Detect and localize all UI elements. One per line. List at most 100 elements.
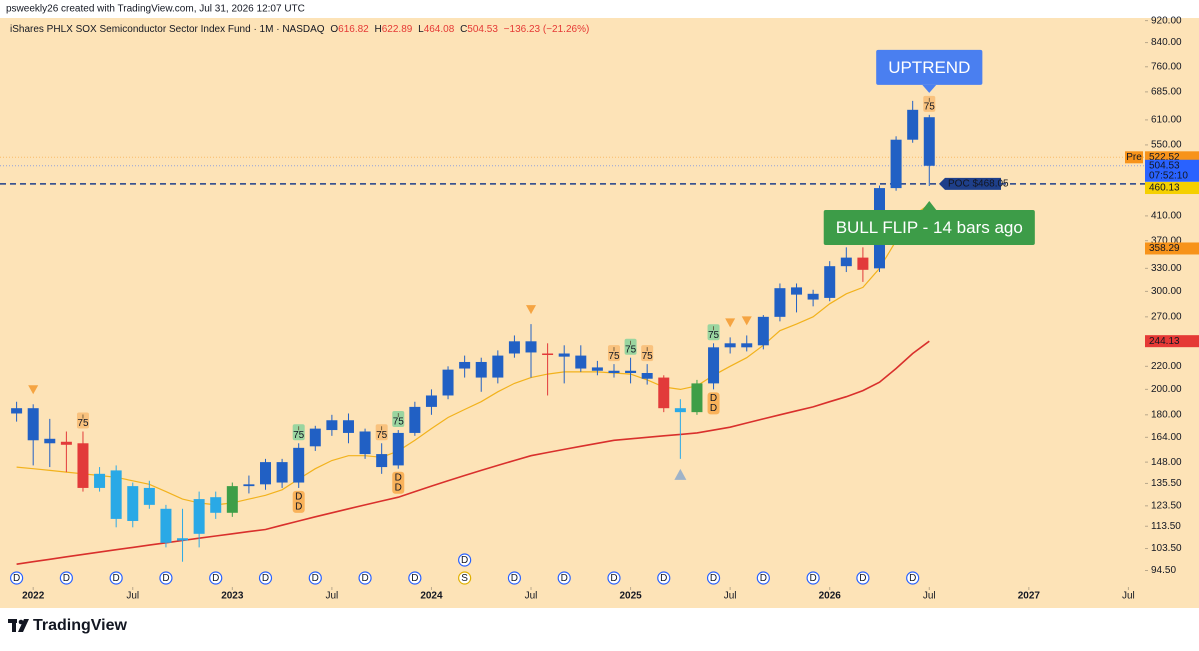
candle-body (757, 316, 769, 346)
price-tag-value: 358.29 (1149, 243, 1180, 254)
event-text: D (859, 573, 866, 584)
candle-body (890, 139, 902, 189)
signal-badge (392, 411, 405, 428)
x-tick-label: Jul (126, 591, 139, 602)
y-tick-label: 920.00 (1151, 15, 1182, 26)
signal-badge (923, 95, 936, 112)
signal-badge (392, 471, 405, 494)
logo-part (12, 619, 16, 632)
event-marker (607, 571, 621, 585)
x-tick-label: Jul (1122, 591, 1135, 602)
candle-body (293, 447, 305, 483)
event-marker (507, 571, 522, 585)
event-marker (258, 571, 273, 585)
candle-body (691, 383, 703, 413)
badge-text: D (295, 492, 302, 503)
event-marker (9, 571, 24, 585)
event-marker (906, 571, 920, 585)
candle-body (542, 353, 554, 355)
candle-body (11, 408, 23, 414)
candle-body (226, 486, 238, 513)
event-text: D (909, 573, 916, 584)
candle-body (857, 257, 869, 270)
badge-text: 75 (708, 330, 720, 341)
candle-body (791, 287, 803, 295)
badge-text: D (710, 393, 717, 404)
event-text: D (760, 573, 767, 584)
candle-body (475, 361, 487, 378)
price-tag (1145, 159, 1199, 182)
event-text: D (411, 573, 418, 584)
candle-body (508, 341, 520, 354)
candle-body (442, 369, 454, 396)
candle-body (575, 355, 587, 369)
event-marker (358, 571, 372, 585)
price-tag-value: 460.13 (1149, 183, 1180, 194)
x-tick-label: Jul (325, 591, 338, 602)
price-tag-value: 244.13 (1149, 336, 1180, 347)
badge-text: 75 (625, 344, 637, 355)
y-tick-label: 270.00 (1151, 311, 1182, 322)
candle-body (44, 438, 56, 444)
event-marker (458, 571, 472, 585)
event-marker (408, 571, 422, 585)
event-text: D (361, 573, 368, 584)
ohlc-label: C (460, 24, 467, 35)
event-marker (856, 571, 870, 585)
candle-body (741, 343, 753, 348)
signal-triangle (725, 318, 736, 328)
annotation: BULL FLIP - 14 bars ago (823, 200, 1035, 245)
candle-body (94, 473, 106, 488)
signal-badge (707, 392, 720, 415)
candle-body (359, 431, 371, 455)
candle-body (260, 462, 272, 485)
event-text: S (461, 573, 468, 584)
event-text: D (511, 573, 518, 584)
price-tag-value: 504.53 (1149, 160, 1180, 171)
event-text: D (212, 573, 219, 584)
annotation: UPTREND (876, 49, 983, 93)
signal-triangle (526, 305, 537, 315)
y-tick-label: 94.50 (1151, 565, 1176, 576)
event-text: D (63, 573, 70, 584)
plot-background (0, 18, 1199, 608)
price-tag-value: 522.52 (1149, 152, 1180, 163)
logo (8, 619, 29, 632)
candle-body (143, 487, 155, 505)
poc-tag (939, 177, 1001, 190)
signal-triangle (674, 468, 687, 480)
header: psweekly26 created with TradingView.com,… (6, 4, 305, 15)
event-marker (109, 571, 123, 585)
high-value: 622.89 (382, 24, 413, 35)
badge-text: 75 (293, 430, 305, 441)
open-value: 616.82 (338, 24, 369, 35)
candle-body (625, 370, 637, 374)
chart-title: iShares PHLX SOX Semiconductor Sector In… (10, 24, 325, 35)
y-tick-label: 840.00 (1151, 37, 1182, 48)
y-tick-label: 200.00 (1151, 384, 1182, 395)
event-marker (657, 571, 671, 585)
candle-body (840, 257, 852, 267)
event-marker (209, 571, 223, 585)
event-marker (159, 571, 173, 585)
signal-badge (707, 324, 720, 341)
candle-body (193, 499, 205, 534)
price-tag-prefix-text: Pre (1126, 152, 1142, 163)
candle-body (127, 486, 139, 521)
annotation-pointer (922, 84, 937, 93)
signal-badge (607, 345, 620, 362)
annotation-text: UPTREND (888, 58, 970, 77)
event-text: D (710, 573, 717, 584)
event-marker (308, 571, 322, 585)
candle-body (608, 370, 620, 374)
candle-body (60, 441, 72, 445)
candle-body (674, 408, 686, 413)
ohlc-label: H (375, 24, 382, 35)
y-tick-label: 300.00 (1151, 286, 1182, 297)
candle-body (824, 266, 836, 298)
x-tick-label: 2025 (619, 591, 642, 602)
x-tick-label: 2026 (819, 591, 842, 602)
change: −136.23 (−21.26%) (504, 24, 590, 35)
y-tick-label: 123.50 (1151, 500, 1182, 511)
